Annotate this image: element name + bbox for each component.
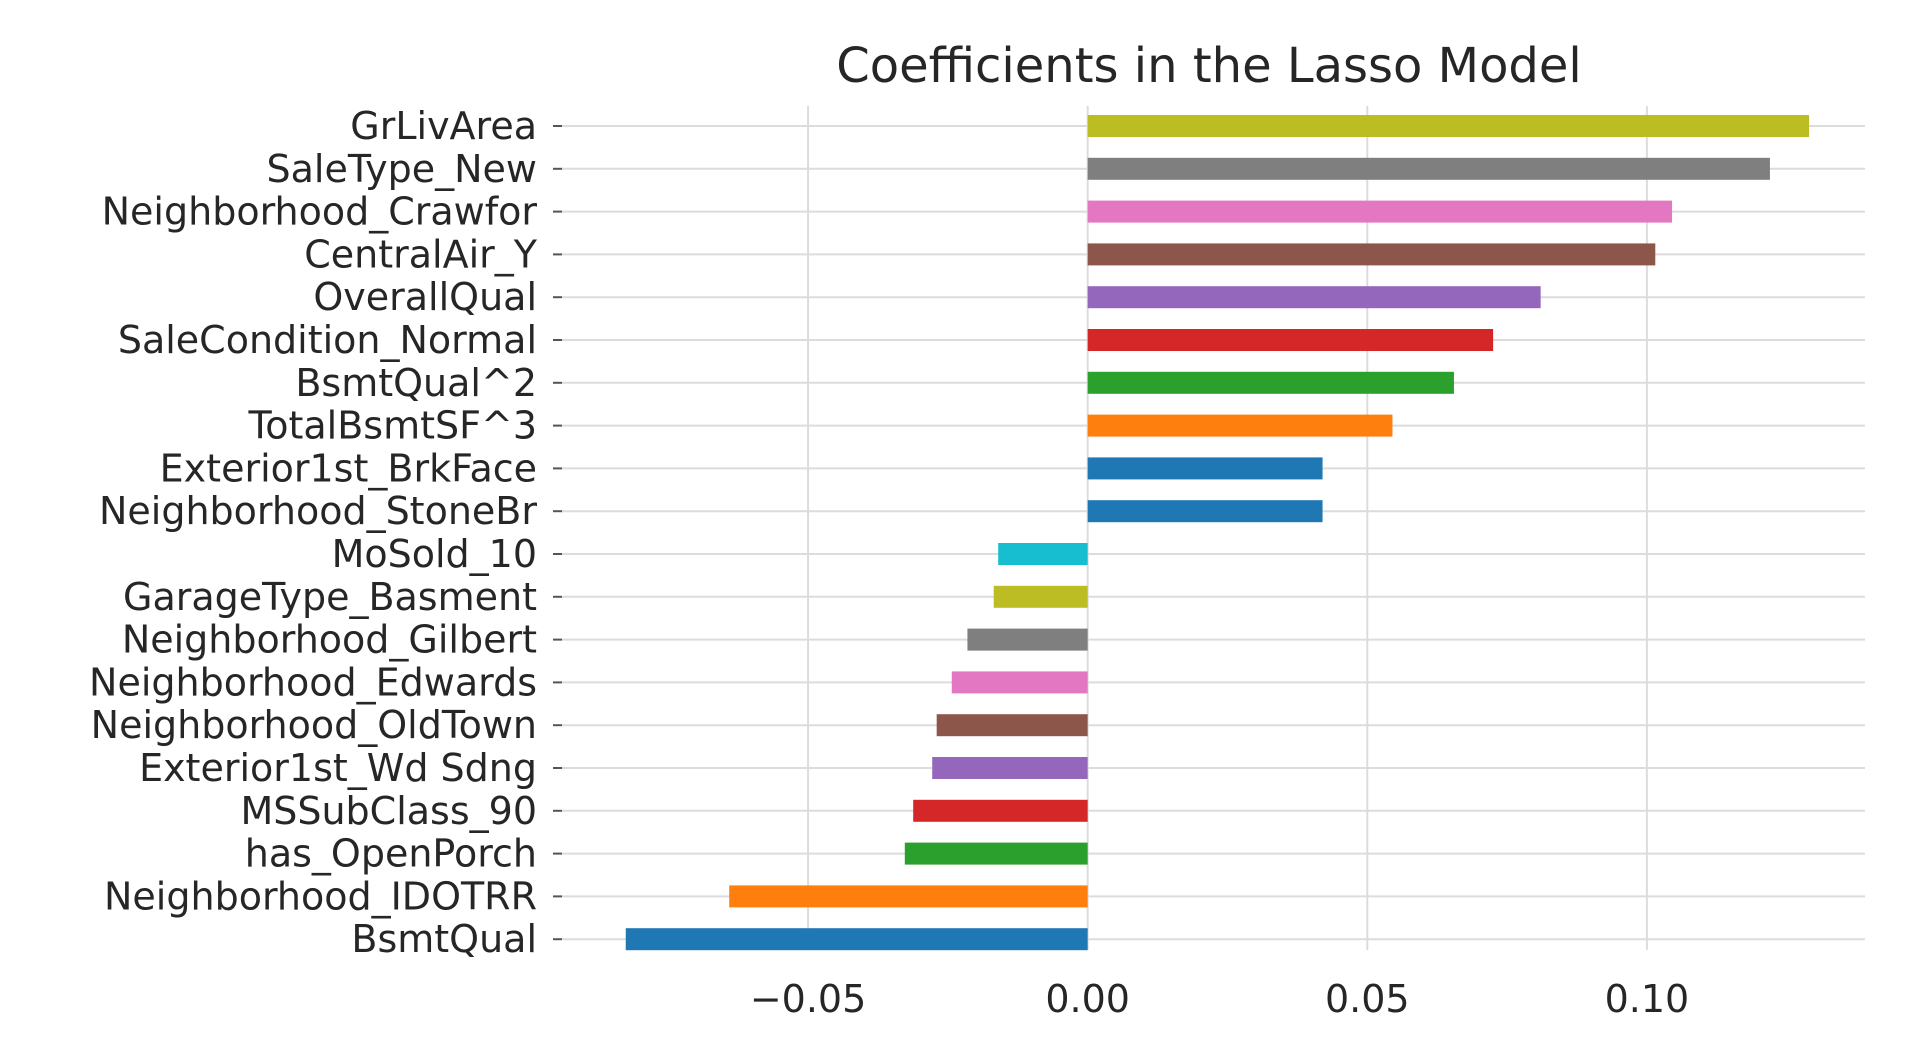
chart-title: Coefficients in the Lasso Model [836, 38, 1582, 94]
y-tick-label: OverallQual [313, 275, 537, 319]
y-tick-label: BsmtQual^2 [295, 361, 537, 405]
bar [936, 714, 1088, 737]
y-tick-label: GarageType_Basment [123, 575, 537, 619]
bar [1087, 286, 1541, 309]
x-tick-label: 0.00 [1045, 977, 1130, 1021]
bar [1087, 500, 1323, 523]
y-tick-labels: GrLivAreaSaleType_NewNeighborhood_Crawfo… [89, 104, 562, 961]
y-tick-label: Neighborhood_StoneBr [99, 489, 537, 533]
y-tick-label: Neighborhood_Gilbert [122, 618, 537, 662]
x-tick-label: 0.10 [1605, 977, 1690, 1021]
y-tick-label: Exterior1st_BrkFace [160, 446, 537, 490]
bar [1087, 157, 1770, 180]
y-tick-label: CentralAir_Y [304, 232, 538, 276]
y-tick-label: Neighborhood_Crawfor [102, 190, 538, 234]
bar [951, 671, 1088, 694]
bar [1087, 457, 1323, 480]
y-tick-label: MSSubClass_90 [240, 789, 537, 833]
bar [729, 885, 1088, 908]
bar [1087, 414, 1393, 437]
y-tick-label: TotalBsmtSF^3 [247, 404, 537, 448]
y-tick-label: Neighborhood_IDOTRR [104, 874, 537, 918]
x-tick-label: −0.05 [750, 977, 866, 1021]
bar-layer [625, 115, 1810, 951]
y-tick-label: SaleCondition_Normal [118, 318, 537, 362]
y-tick-label: Exterior1st_Wd Sdng [139, 746, 537, 790]
bar [967, 628, 1088, 651]
x-tick-label: 0.05 [1325, 977, 1410, 1021]
y-tick-label: has_OpenPorch [245, 832, 537, 876]
bar [932, 757, 1088, 779]
bar [998, 543, 1088, 565]
y-tick-label: SaleType_New [266, 147, 537, 191]
y-tick-label: Neighborhood_Edwards [89, 660, 537, 704]
bar [1087, 243, 1656, 266]
bar [904, 842, 1088, 865]
bar [625, 928, 1088, 951]
bar [1087, 329, 1494, 351]
bar [1087, 200, 1673, 223]
y-tick-label: GrLivArea [350, 104, 537, 148]
bar [1087, 371, 1454, 394]
bar [1087, 115, 1810, 137]
x-tick-labels: −0.05 0.00 0.05 0.10 [750, 977, 1689, 1021]
bar [913, 799, 1088, 822]
grid-layer [562, 106, 1865, 950]
y-tick-label: Neighborhood_OldTown [91, 703, 537, 747]
y-tick-label: BsmtQual [351, 917, 537, 961]
bar [993, 585, 1088, 608]
y-tick-label: MoSold_10 [332, 532, 537, 576]
